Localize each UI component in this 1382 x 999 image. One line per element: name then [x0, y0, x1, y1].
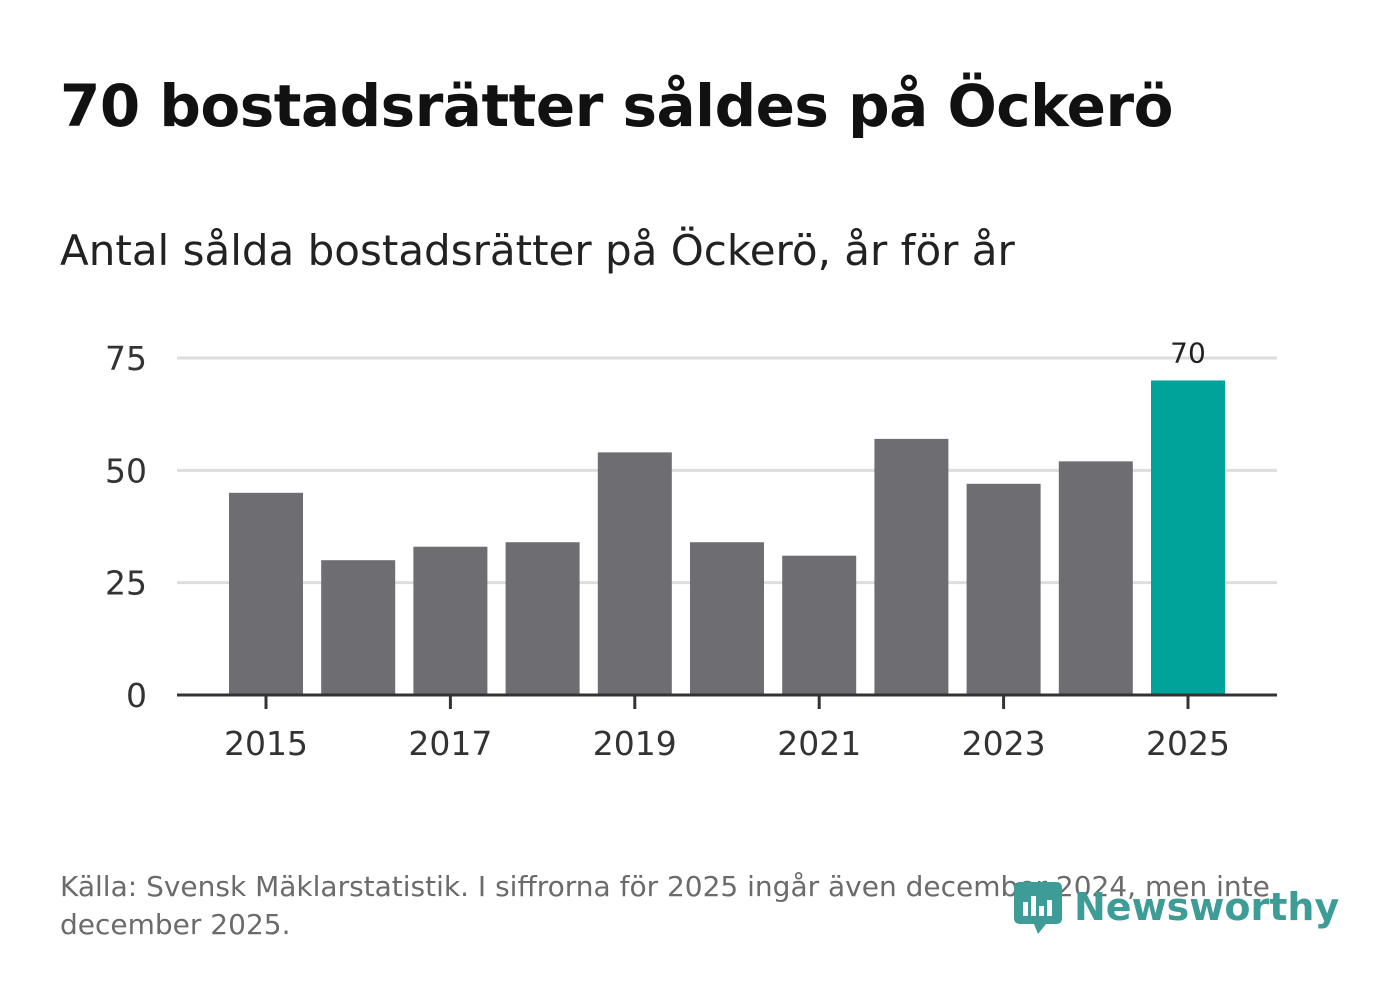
bar-2024	[1058, 461, 1133, 695]
bars	[229, 380, 1225, 695]
newsworthy-logo-icon	[1014, 882, 1062, 934]
x-tick-label: 2021	[777, 724, 861, 763]
bar-2023	[966, 483, 1041, 695]
bar-2022	[874, 438, 949, 695]
source-note: Källa: Svensk Mäklarstatistik. I siffror…	[60, 870, 1270, 941]
brand-logo: Newsworthy	[1012, 878, 1339, 936]
bar-2020	[690, 542, 764, 695]
bar-2021	[782, 555, 857, 695]
bar-2015	[229, 492, 303, 695]
chart-subtitle: Antal sålda bostadsrätter på Öckerö, år …	[60, 226, 1015, 275]
bar-2016	[321, 560, 396, 695]
chart-title: 70 bostadsrätter såldes på Öckerö	[60, 72, 1173, 140]
bar-2017	[413, 546, 488, 695]
y-tick-label: 0	[126, 676, 147, 715]
x-tick-label: 2023	[962, 724, 1046, 763]
y-tick-label: 75	[105, 339, 147, 378]
bar-2019	[597, 452, 672, 695]
bar-2025	[1151, 380, 1225, 695]
y-tick-label: 50	[105, 451, 147, 490]
axes	[177, 693, 1277, 709]
x-tick-label: 2025	[1146, 724, 1230, 763]
bar-2018	[505, 542, 580, 695]
y-tick-label: 25	[105, 564, 147, 603]
x-tick-label: 2017	[408, 724, 492, 763]
labels: 0 25 50 75 2015 2017 2019 2021 2023 2025 70	[105, 336, 1230, 763]
x-tick-label: 2015	[224, 724, 308, 763]
data-label: 70	[1170, 336, 1206, 369]
brand-name: Newsworthy	[1074, 885, 1340, 929]
x-tick-label: 2019	[593, 724, 677, 763]
